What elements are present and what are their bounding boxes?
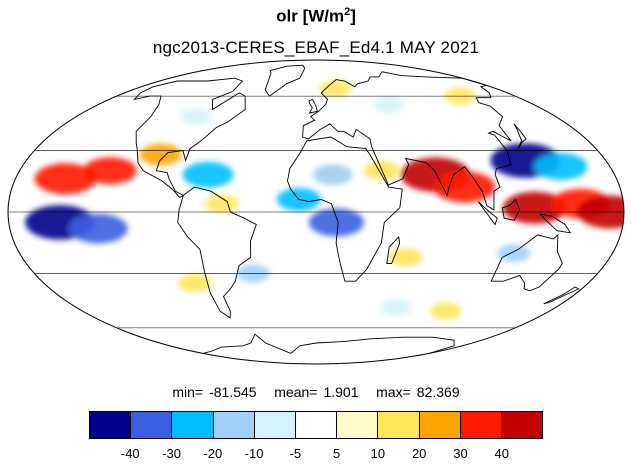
anomaly-blob (433, 171, 496, 203)
anomaly-blob (178, 274, 212, 293)
anomaly-blob (182, 161, 234, 188)
colorbar-swatch (90, 412, 132, 438)
anomaly-blob (320, 79, 352, 97)
anomaly-layer (25, 79, 624, 320)
units-superscript: 2 (344, 6, 351, 18)
coastline-australia (490, 233, 563, 292)
colorbar-tick-label: -20 (203, 446, 223, 461)
max-value: 82.369 (416, 384, 460, 400)
coastline-japan (513, 123, 527, 149)
coastline-new-guinea (538, 213, 572, 234)
colorbar-swatch (501, 412, 543, 438)
colorbar-tick-label: -10 (244, 446, 264, 461)
colorbar-swatch (337, 412, 379, 438)
colorbar-swatch (419, 412, 461, 438)
colorbar-swatch (254, 412, 296, 438)
coastline-madagascar (386, 235, 401, 264)
coastline-eurasia (302, 71, 512, 211)
colorbar-tick-label: -5 (289, 446, 302, 461)
mean-label: mean= (274, 384, 318, 400)
graticule (8, 95, 624, 329)
chart-title: olr [W/m2] (0, 6, 632, 27)
anomaly-blob (380, 298, 412, 316)
colorbar-swatch (131, 412, 173, 438)
anomaly-blob (312, 164, 353, 186)
anomaly-blob (34, 163, 97, 195)
colorbar-tick-label: 10 (370, 446, 386, 461)
coastline-north-america (133, 77, 246, 198)
anomaly-blob (205, 194, 239, 213)
coastline-new-zealand (543, 286, 580, 305)
max-label: max= (376, 384, 411, 400)
min-value: -81.545 (209, 384, 257, 400)
anomaly-blob (496, 244, 531, 263)
units-prefix: [W/m (302, 6, 345, 26)
globe-outline (7, 59, 625, 365)
anomaly-blob (308, 208, 365, 237)
stats-line: min= -81.545 mean= 1.901 max= 82.369 (0, 384, 632, 400)
coastline-antarctica (202, 333, 455, 354)
colorbar-tick-label: -30 (162, 446, 181, 461)
anomaly-blob (83, 157, 137, 185)
colorbar-swatch (172, 412, 214, 438)
coastline-borneo (501, 198, 521, 221)
mean-value: 1.901 (323, 384, 359, 400)
coastline-greenland (264, 64, 306, 97)
coastlines (133, 64, 580, 354)
coastline-south-america (177, 186, 257, 319)
colorbar-swatch (378, 412, 420, 438)
colorbar-tick-label: 30 (453, 446, 468, 461)
coastline-africa (287, 136, 403, 282)
coastline-indonesia (477, 201, 498, 226)
anomaly-blob (139, 143, 182, 166)
colorbar-swatch (460, 412, 502, 438)
min-label: min= (172, 384, 204, 400)
colorbar-swatch (213, 412, 255, 438)
anomaly-blob (534, 153, 588, 181)
anomaly-blob (430, 302, 462, 320)
anomaly-blob (69, 213, 128, 244)
units-suffix: ] (350, 6, 356, 26)
anomaly-blob (389, 248, 423, 267)
colorbar-tick-label: 40 (494, 446, 509, 461)
colorbar-swatch (295, 412, 338, 438)
chart-subtitle: ngc2013-CERES_EBAF_Ed4.1 MAY 2021 (152, 38, 480, 57)
variable-name: olr (276, 6, 298, 26)
colorbar-tick-label: 5 (333, 446, 341, 461)
colorbar (89, 411, 543, 439)
anomaly-blob (180, 108, 212, 126)
coastline-british-isles (308, 98, 318, 114)
anomaly-blob (373, 95, 404, 113)
colorbar-tick-label: 20 (411, 446, 427, 461)
colorbar-tick-label: -40 (120, 446, 140, 461)
